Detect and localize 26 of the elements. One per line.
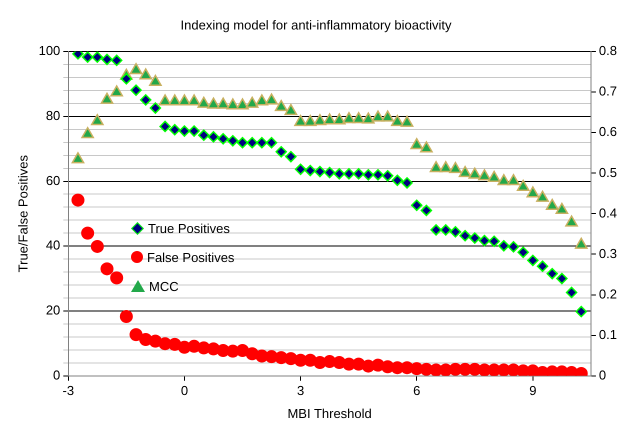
y2-tick-label: 0.1 xyxy=(598,326,618,342)
y2-tick-label: 0.8 xyxy=(598,43,618,58)
y2-tick-label: 0.4 xyxy=(598,205,618,220)
y-tick-label: 0 xyxy=(53,367,60,382)
y2-tick-label: 0.6 xyxy=(598,124,618,140)
x-axis-title: MBI Threshold xyxy=(287,406,372,421)
y-tick-label: 60 xyxy=(46,172,60,188)
y2-tick-label: 0.2 xyxy=(598,286,618,302)
y2-tick-label: 0.5 xyxy=(598,164,618,180)
x-tick-label: 9 xyxy=(529,383,536,398)
legend-label: False Positives xyxy=(147,250,234,265)
x-tick-label: 6 xyxy=(413,383,420,398)
y2-tick-label: 0.7 xyxy=(598,84,618,99)
x-tick-label: 3 xyxy=(296,383,304,398)
y2-tick-label: 0 xyxy=(598,367,606,382)
x-tick-label: -3 xyxy=(62,383,74,398)
chart-title: Indexing model for anti-inflammatory bioactivity xyxy=(180,17,452,32)
x-tick-label: 0 xyxy=(180,383,188,398)
y-tick-label: 20 xyxy=(46,302,60,318)
y-axis-title: True/False Positives xyxy=(15,154,30,272)
legend-label: True Positives xyxy=(148,220,230,236)
y-tick-label: 40 xyxy=(46,238,60,253)
y-tick-label: 80 xyxy=(46,108,60,124)
y-tick-label: 100 xyxy=(38,43,60,58)
legend-label: MCC xyxy=(149,278,179,294)
y2-tick-label: 0.3 xyxy=(598,246,618,261)
